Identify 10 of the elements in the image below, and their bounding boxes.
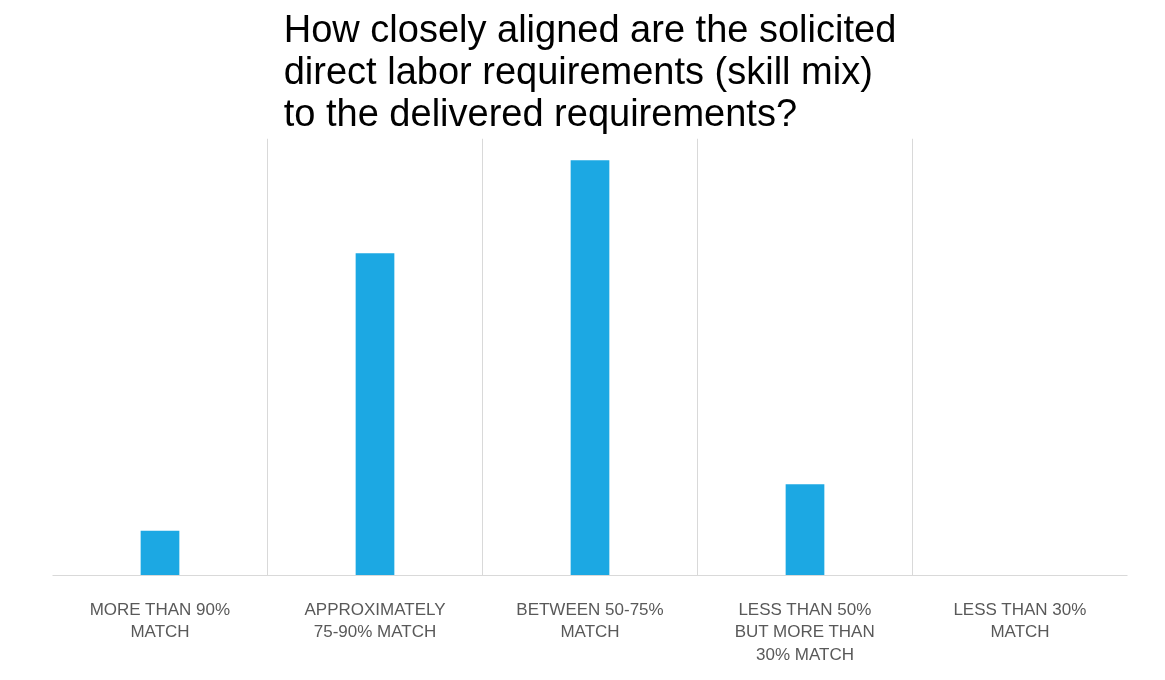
chart-title: How closely aligned are the solicited direct labor requirements (skill mix) to the delivered requirements? xyxy=(283,7,897,134)
bar xyxy=(785,484,825,576)
bar xyxy=(570,160,610,576)
bar xyxy=(355,253,395,576)
x-tick-label: LESS THAN 30% MATCH xyxy=(953,599,1087,642)
bar xyxy=(140,530,180,576)
x-tick-label: LESS THAN 50% BUT MORE THAN 30% MATCH xyxy=(734,599,875,665)
x-tick-label: APPROXIMATELY 75-90% MATCH xyxy=(304,599,446,642)
x-tick-label: MORE THAN 90% MATCH xyxy=(89,599,231,642)
x-tick-label: BETWEEN 50-75% MATCH xyxy=(516,599,664,642)
